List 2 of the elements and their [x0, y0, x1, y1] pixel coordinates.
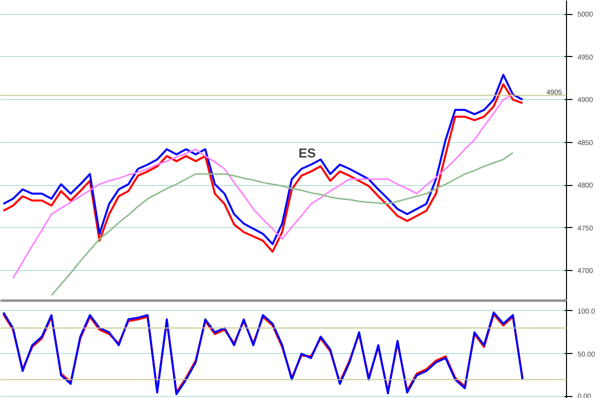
line-series — [12, 94, 514, 280]
annotation: ES — [298, 146, 316, 160]
